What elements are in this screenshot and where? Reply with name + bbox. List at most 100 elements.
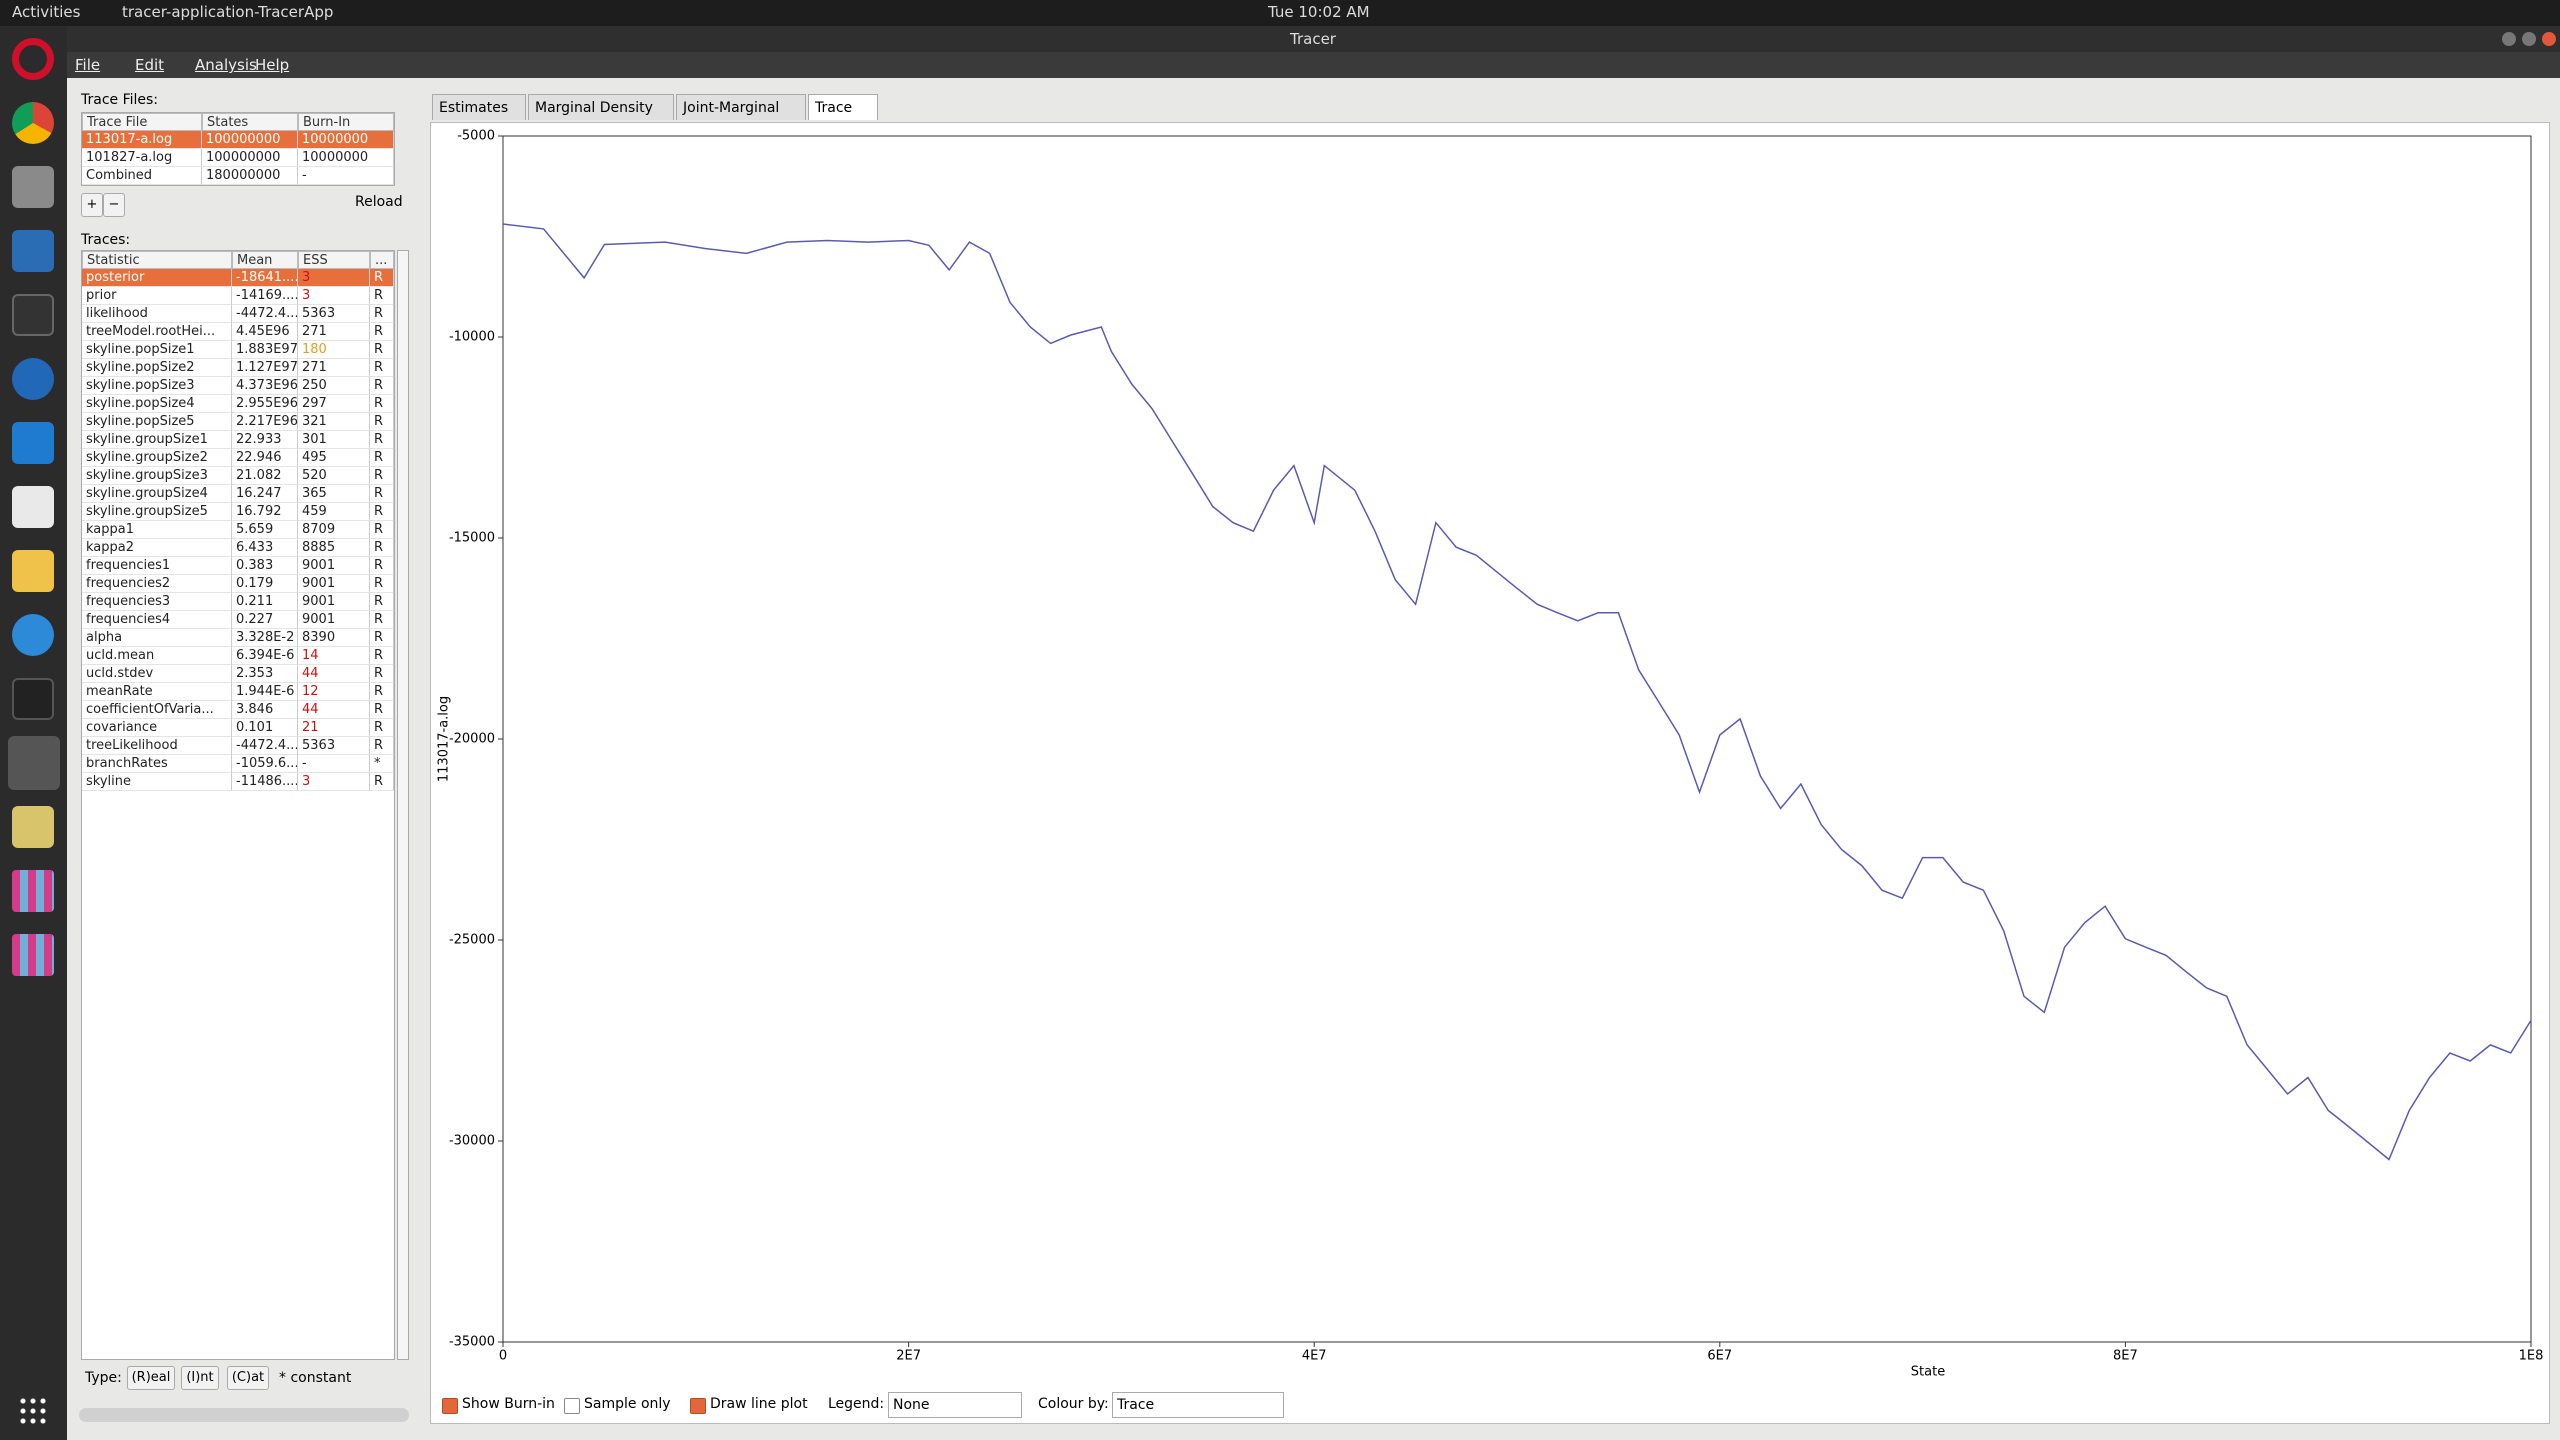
colour-select[interactable]: Trace (1112, 1392, 1284, 1418)
table-cell[interactable]: 21.082 (232, 467, 298, 485)
checkbox[interactable] (442, 1398, 458, 1414)
table-cell[interactable]: 365 (298, 485, 370, 503)
table-cell[interactable]: 1.944E-6 (232, 683, 298, 701)
table-cell[interactable]: -1059.6... (232, 755, 298, 773)
remove-button[interactable]: − (103, 193, 125, 217)
minimize[interactable] (2502, 32, 2516, 46)
table-cell[interactable]: 8709 (298, 521, 370, 539)
reload-button[interactable]: Reload (355, 194, 403, 210)
table-cell[interactable]: R (370, 413, 394, 431)
table-cell[interactable]: R (370, 269, 394, 287)
table-cell[interactable]: 2.353 (232, 665, 298, 683)
table-cell[interactable]: 3 (298, 773, 370, 791)
table-cell[interactable]: R (370, 341, 394, 359)
table-cell[interactable]: 297 (298, 395, 370, 413)
table-cell[interactable]: frequencies2 (82, 575, 232, 593)
table-cell[interactable]: R (370, 557, 394, 575)
table-cell[interactable]: skyline.popSize1 (82, 341, 232, 359)
table-cell[interactable]: 16.247 (232, 485, 298, 503)
table-cell[interactable]: 9001 (298, 575, 370, 593)
table-cell[interactable]: ucld.stdev (82, 665, 232, 683)
table-cell[interactable]: R (370, 377, 394, 395)
table-cell[interactable]: branchRates (82, 755, 232, 773)
table-cell[interactable]: -4472.4... (232, 737, 298, 755)
table-cell[interactable]: meanRate (82, 683, 232, 701)
table-cell[interactable]: 4.45E96 (232, 323, 298, 341)
table-cell[interactable]: frequencies1 (82, 557, 232, 575)
table-cell[interactable]: covariance (82, 719, 232, 737)
table-cell[interactable]: R (370, 485, 394, 503)
table-cell[interactable]: skyline.popSize3 (82, 377, 232, 395)
table-cell[interactable]: R (370, 467, 394, 485)
tab[interactable]: Marginal Density (528, 94, 674, 120)
table-cell[interactable]: R (370, 359, 394, 377)
table-cell[interactable]: 100000000 (202, 149, 298, 167)
table-cell[interactable]: 10000000 (298, 131, 394, 149)
table-cell[interactable]: 250 (298, 377, 370, 395)
table-cell[interactable]: skyline.groupSize4 (82, 485, 232, 503)
table-cell[interactable]: kappa1 (82, 521, 232, 539)
table-cell[interactable]: 8885 (298, 539, 370, 557)
table-cell[interactable]: 1.127E97 (232, 359, 298, 377)
table-cell[interactable]: R (370, 593, 394, 611)
table-cell[interactable]: 0.383 (232, 557, 298, 575)
table-cell[interactable]: frequencies4 (82, 611, 232, 629)
activities[interactable]: Activities (12, 3, 81, 21)
table-cell[interactable]: R (370, 647, 394, 665)
terminal-icon[interactable] (12, 294, 54, 336)
table-cell[interactable]: treeLikelihood (82, 737, 232, 755)
table-cell[interactable]: -18641.... (232, 269, 298, 287)
table-cell[interactable]: R (370, 719, 394, 737)
table-cell[interactable]: R (370, 521, 394, 539)
table-cell[interactable]: 180 (298, 341, 370, 359)
java-icon[interactable] (8, 736, 60, 790)
tab[interactable]: Joint-Marginal (676, 94, 806, 120)
table-cell[interactable]: R (370, 431, 394, 449)
table-cell[interactable]: skyline.groupSize5 (82, 503, 232, 521)
checkbox[interactable] (564, 1398, 580, 1414)
table-cell[interactable]: -11486.... (232, 773, 298, 791)
clock[interactable]: Tue 10:02 AM (1268, 3, 1370, 21)
table-cell[interactable]: 0.101 (232, 719, 298, 737)
writer-icon[interactable] (12, 230, 54, 272)
scrollbar[interactable] (397, 250, 409, 1360)
table-cell[interactable]: 5.659 (232, 521, 298, 539)
editor-icon[interactable] (12, 550, 54, 592)
apps-grid[interactable] (18, 1396, 48, 1426)
add-button[interactable]: + (81, 193, 103, 217)
table-cell[interactable]: 14 (298, 647, 370, 665)
table-cell[interactable]: 100000000 (202, 131, 298, 149)
table-cell[interactable]: 180000000 (202, 167, 298, 185)
tab[interactable]: Trace (808, 94, 878, 120)
table-cell[interactable]: 321 (298, 413, 370, 431)
table-cell[interactable]: R (370, 539, 394, 557)
table-cell[interactable]: 2.955E96 (232, 395, 298, 413)
table-cell[interactable]: R (370, 323, 394, 341)
table-cell[interactable]: 495 (298, 449, 370, 467)
table-cell[interactable]: 3 (298, 269, 370, 287)
table-cell[interactable]: 271 (298, 359, 370, 377)
table-cell[interactable]: R (370, 287, 394, 305)
table-cell[interactable]: 22.933 (232, 431, 298, 449)
tab[interactable]: Estimates (432, 94, 526, 120)
table-cell[interactable]: prior (82, 287, 232, 305)
menu-item[interactable]: File (75, 56, 101, 74)
app-icon[interactable] (12, 614, 54, 656)
table-cell[interactable]: R (370, 575, 394, 593)
table-cell[interactable]: 5363 (298, 305, 370, 323)
legend-select[interactable]: None (888, 1392, 1022, 1418)
table-cell[interactable]: 8390 (298, 629, 370, 647)
table-cell[interactable]: 113017-a.log (82, 131, 202, 149)
table-cell[interactable]: R (370, 611, 394, 629)
table-cell[interactable]: skyline.groupSize1 (82, 431, 232, 449)
table-cell[interactable]: frequencies3 (82, 593, 232, 611)
app-icon[interactable] (12, 870, 54, 912)
table-cell[interactable]: skyline.popSize2 (82, 359, 232, 377)
table-cell[interactable]: 22.946 (232, 449, 298, 467)
table-cell[interactable]: 9001 (298, 611, 370, 629)
sample-only[interactable]: Sample only (584, 1396, 671, 1412)
table-cell[interactable]: 271 (298, 323, 370, 341)
table-cell[interactable]: 459 (298, 503, 370, 521)
menu-item[interactable]: Help (255, 56, 290, 74)
show-burn-in[interactable]: Show Burn-in (462, 1396, 555, 1412)
